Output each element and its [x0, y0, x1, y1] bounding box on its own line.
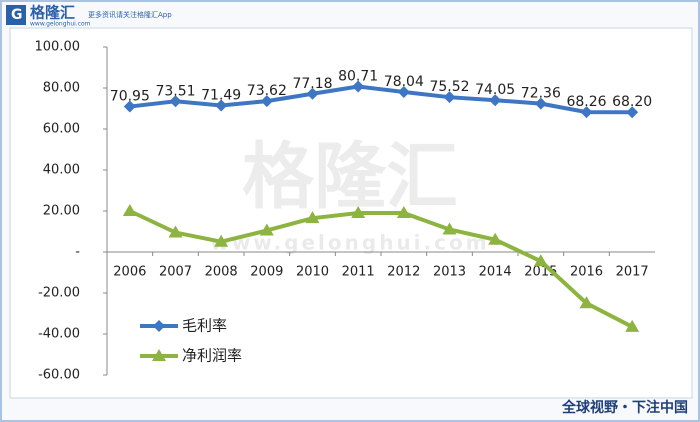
data-label: 71.49 — [201, 87, 241, 103]
data-label: 73.62 — [247, 83, 287, 99]
x-tick-label: 2007 — [159, 265, 192, 280]
point — [259, 223, 274, 236]
y-tick-label: - — [75, 245, 80, 260]
point — [579, 296, 594, 309]
data-label: 74.05 — [475, 82, 515, 98]
series-line — [129, 84, 633, 115]
point — [168, 225, 183, 238]
x-tick-label: 2010 — [296, 265, 329, 280]
point — [625, 319, 640, 332]
point — [489, 94, 502, 107]
point — [442, 222, 457, 235]
point — [533, 254, 548, 267]
x-tick-label: 2012 — [387, 265, 420, 280]
y-tick-label: -40.00 — [38, 327, 80, 342]
y-tick-label: 100.00 — [35, 40, 81, 55]
legend-marker — [153, 320, 165, 332]
data-label: 68.26 — [566, 94, 606, 110]
x-tick-label: 2008 — [205, 265, 238, 280]
point — [305, 211, 320, 224]
point — [306, 87, 319, 100]
legend-label: 净利润率 — [182, 347, 242, 365]
x-tick-label: 2006 — [113, 265, 146, 280]
x-tick-label: 2016 — [570, 265, 603, 280]
point — [488, 232, 503, 245]
point — [396, 206, 411, 219]
tagline: 更多资讯请关注格隆汇App — [88, 10, 172, 19]
data-label: 77.18 — [292, 76, 332, 92]
point — [534, 97, 547, 110]
x-tick-label: 2014 — [479, 265, 512, 280]
point — [397, 86, 410, 99]
point — [626, 106, 639, 119]
data-label: 70.95 — [110, 89, 150, 105]
logo-icon — [6, 5, 26, 25]
data-label: 75.52 — [429, 79, 469, 95]
x-tick-label: 2011 — [342, 265, 375, 280]
point — [123, 100, 136, 113]
point — [580, 106, 593, 119]
y-tick-label: -20.00 — [38, 286, 80, 301]
legend-label: 毛利率 — [182, 317, 227, 335]
y-tick-label: 60.00 — [43, 122, 80, 137]
point — [122, 204, 137, 216]
point — [351, 206, 366, 219]
logo-icon-letter: G — [11, 7, 23, 23]
data-label: 73.51 — [155, 83, 195, 99]
point — [214, 234, 229, 247]
data-label: 80.71 — [338, 69, 378, 85]
y-tick-label: 20.00 — [43, 204, 80, 219]
point — [215, 99, 228, 112]
y-tick-label: 80.00 — [43, 81, 80, 96]
x-tick-label: 2009 — [250, 265, 283, 280]
footer-slogan: 全球视野・下注中国 — [561, 399, 688, 416]
data-label: 72.36 — [521, 86, 561, 102]
data-label: 78.04 — [384, 74, 424, 90]
point — [169, 95, 182, 108]
series-line — [128, 209, 634, 329]
data-label: 68.20 — [612, 94, 652, 110]
y-tick-label: -60.00 — [38, 368, 80, 383]
logo-url: www.gelonghui.com — [30, 21, 91, 28]
watermark-brand: 格隆汇 — [242, 135, 458, 219]
point — [352, 80, 365, 93]
legend-marker — [152, 349, 166, 361]
x-tick-label: 2017 — [616, 265, 649, 280]
x-tick-label: 2013 — [433, 265, 466, 280]
point — [260, 95, 273, 108]
y-tick-label: 40.00 — [43, 163, 80, 178]
logo: 格隆汇 — [30, 4, 75, 22]
point — [443, 91, 456, 104]
